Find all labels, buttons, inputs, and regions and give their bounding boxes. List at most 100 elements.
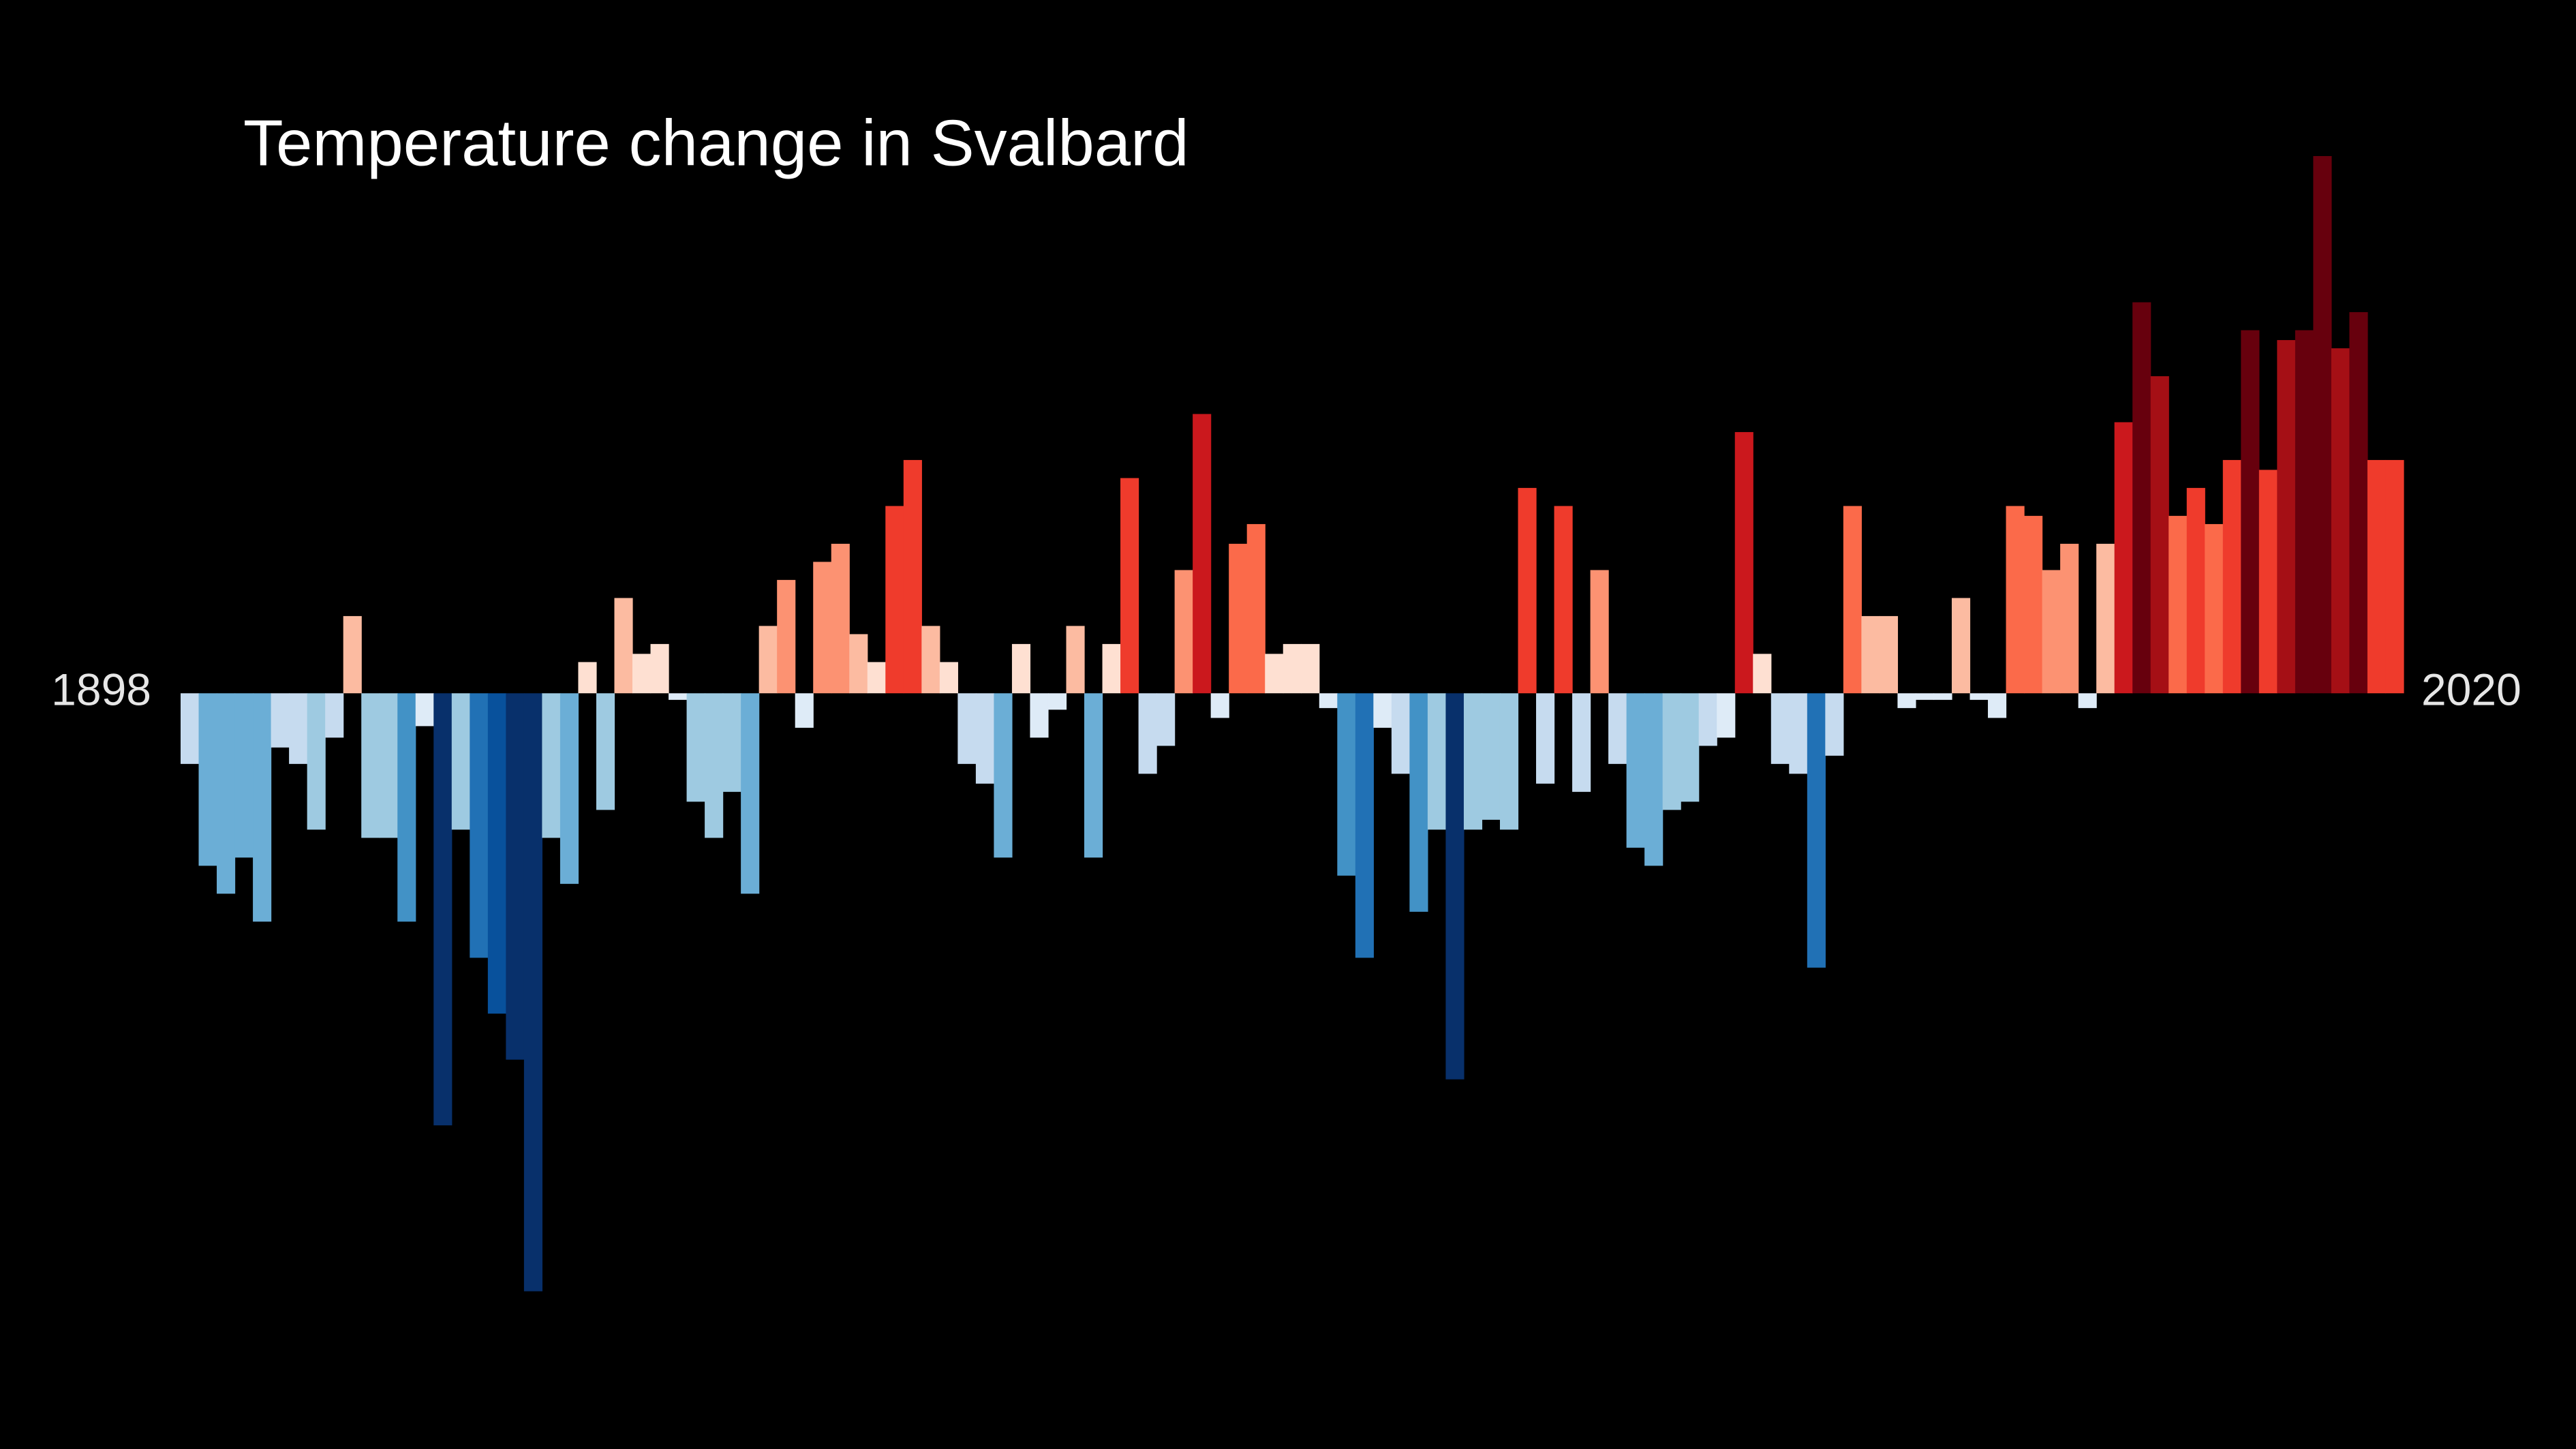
bar — [1915, 693, 1935, 700]
bar — [1409, 693, 1428, 912]
bar — [849, 634, 868, 694]
bar — [2331, 348, 2350, 694]
bar — [1969, 693, 1989, 700]
bar — [506, 693, 525, 1060]
bar — [1047, 693, 1067, 710]
bar — [722, 693, 741, 792]
bar — [1536, 693, 1555, 784]
bar — [1138, 693, 1157, 774]
bar — [669, 693, 688, 700]
bar — [1120, 478, 1139, 694]
bar — [994, 693, 1013, 858]
bar — [903, 459, 922, 694]
bar — [2132, 302, 2151, 694]
bar — [1011, 643, 1031, 694]
bar — [2349, 311, 2368, 694]
bar — [1084, 693, 1103, 858]
bar — [1337, 693, 1356, 876]
bar — [1482, 693, 1501, 820]
bar — [758, 626, 778, 694]
bar — [1789, 693, 1808, 774]
bar — [1770, 693, 1790, 764]
bar — [2060, 543, 2079, 694]
bar — [397, 693, 416, 922]
bar — [289, 693, 308, 764]
bar — [686, 693, 705, 802]
bar — [1734, 431, 1753, 694]
bar — [2241, 330, 2260, 694]
bar — [2096, 543, 2115, 694]
bar — [2313, 155, 2332, 694]
bar — [867, 662, 886, 694]
bar — [307, 693, 326, 830]
bar — [1391, 693, 1410, 774]
bar — [1698, 693, 1717, 746]
bar — [795, 693, 814, 728]
bar — [650, 643, 669, 694]
bar — [1174, 570, 1193, 694]
bar — [885, 506, 904, 694]
bar — [217, 693, 236, 894]
bar — [1879, 615, 1899, 694]
bar — [1662, 693, 1681, 810]
bar — [2205, 523, 2224, 694]
bar — [451, 693, 470, 830]
bar — [379, 693, 398, 838]
bar — [1246, 523, 1266, 694]
bar — [2295, 330, 2314, 694]
bar — [1319, 693, 1338, 708]
bar — [1210, 693, 1229, 718]
x-label: 1898 — [51, 665, 151, 715]
bar — [1030, 693, 1049, 738]
bar — [2277, 339, 2296, 694]
bar — [2006, 506, 2025, 694]
bar — [705, 693, 724, 838]
bar — [921, 626, 940, 694]
bar — [1193, 414, 1212, 694]
bar — [1301, 643, 1320, 694]
bar — [1518, 487, 1537, 694]
bar — [596, 693, 615, 810]
bar — [1427, 693, 1447, 830]
bar — [523, 693, 543, 1292]
bar — [470, 693, 489, 958]
bar — [2024, 515, 2043, 694]
bar — [2042, 570, 2061, 694]
bar — [361, 693, 380, 838]
bar — [253, 693, 272, 922]
bar — [1988, 693, 2007, 718]
bar — [1102, 643, 1121, 694]
bar — [1572, 693, 1591, 792]
bar — [433, 693, 453, 1126]
bar — [1843, 506, 1862, 694]
bar — [957, 693, 977, 764]
bar — [2186, 487, 2205, 694]
bar — [2078, 693, 2097, 708]
bar — [542, 693, 561, 838]
bar — [1445, 693, 1465, 1080]
bar — [2258, 470, 2278, 694]
bar — [1283, 643, 1302, 694]
bar — [1951, 598, 1971, 694]
bar — [578, 662, 597, 694]
bar — [831, 543, 850, 694]
bar — [741, 693, 760, 894]
bar — [2150, 376, 2169, 694]
bar — [559, 693, 579, 884]
bar — [1499, 693, 1519, 830]
bar — [1825, 693, 1844, 756]
bar — [1626, 693, 1645, 848]
bar — [2168, 515, 2188, 694]
chart-title: Temperature change in Svalbard — [243, 106, 1189, 179]
bar — [487, 693, 506, 1014]
bar — [198, 693, 217, 866]
bar — [2114, 422, 2133, 694]
bar — [1355, 693, 1374, 958]
bar — [632, 654, 651, 694]
bar — [1066, 626, 1085, 694]
bar — [2385, 459, 2404, 694]
bar — [1265, 654, 1284, 694]
bar — [1156, 693, 1176, 746]
